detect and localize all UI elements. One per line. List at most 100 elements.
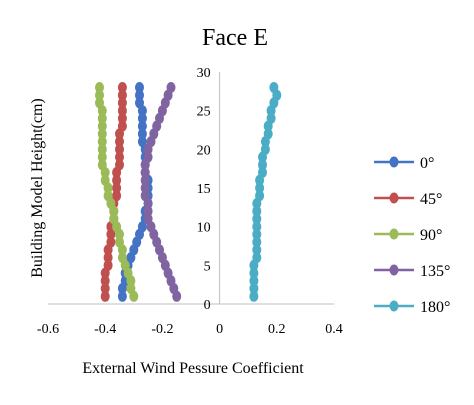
series-2 bbox=[95, 82, 139, 302]
legend-marker bbox=[389, 228, 399, 240]
legend-label: 90° bbox=[420, 227, 442, 244]
data-point bbox=[97, 136, 107, 148]
data-point bbox=[137, 120, 147, 132]
data-point bbox=[97, 120, 107, 132]
legend-item: 45° bbox=[374, 191, 442, 208]
data-point bbox=[140, 167, 150, 178]
legend-label: 45° bbox=[420, 191, 442, 208]
data-point bbox=[103, 190, 113, 202]
data-point bbox=[103, 259, 113, 271]
x-tick-label: -0.6 bbox=[37, 322, 59, 337]
data-point bbox=[117, 290, 127, 302]
x-tick-label: -0.2 bbox=[151, 322, 173, 337]
legend-marker bbox=[389, 156, 399, 168]
data-point bbox=[112, 174, 122, 186]
data-point bbox=[117, 252, 127, 264]
data-point bbox=[140, 174, 150, 186]
legend-label: 135° bbox=[420, 263, 450, 280]
y-tick-label: 30 bbox=[197, 66, 211, 81]
data-point bbox=[269, 82, 279, 93]
data-point bbox=[252, 244, 262, 256]
data-point bbox=[140, 182, 150, 194]
data-point bbox=[166, 82, 176, 93]
data-point bbox=[117, 97, 127, 109]
data-point bbox=[115, 151, 124, 163]
x-tick-label: -0.4 bbox=[94, 322, 116, 337]
data-point bbox=[263, 128, 273, 140]
data-point bbox=[109, 213, 119, 225]
data-point bbox=[95, 89, 104, 101]
data-point bbox=[112, 190, 122, 202]
data-point bbox=[112, 182, 122, 194]
x-tick-labels: -0.6 -0.4 -0.2 0 0.2 0.4 bbox=[37, 322, 343, 337]
y-tick-label: 15 bbox=[197, 182, 211, 197]
data-point bbox=[252, 228, 262, 240]
data-point bbox=[115, 236, 124, 248]
data-point bbox=[266, 112, 276, 124]
data-point bbox=[258, 159, 267, 171]
y-tick-labels: 0 5 10 15 20 25 30 bbox=[197, 66, 211, 313]
y-tick-label: 0 bbox=[204, 298, 211, 313]
data-point bbox=[97, 151, 107, 163]
data-point bbox=[252, 205, 262, 217]
y-tick-label: 25 bbox=[197, 105, 211, 120]
data-point bbox=[135, 82, 144, 93]
legend-label: 0° bbox=[420, 155, 434, 172]
data-point bbox=[137, 112, 147, 124]
data-point bbox=[95, 97, 104, 109]
y-axis-label: Building Model Height(cm) bbox=[29, 98, 46, 278]
legend-item: 180° bbox=[374, 299, 450, 316]
data-point bbox=[117, 112, 127, 124]
x-tick-label: 0.2 bbox=[268, 322, 286, 337]
data-point bbox=[255, 182, 265, 194]
data-point bbox=[143, 205, 153, 217]
data-point bbox=[143, 213, 153, 225]
axes bbox=[48, 72, 334, 305]
y-tick-label: 20 bbox=[197, 143, 211, 158]
data-point bbox=[106, 228, 116, 240]
data-point bbox=[252, 213, 262, 225]
data-point bbox=[258, 167, 267, 178]
legend-item: 0° bbox=[374, 155, 434, 172]
data-point bbox=[249, 267, 259, 279]
x-tick-label: 0 bbox=[216, 322, 223, 337]
data-point bbox=[255, 190, 265, 202]
x-tick-label: 0.4 bbox=[325, 322, 343, 337]
data-point bbox=[100, 275, 110, 287]
data-point bbox=[117, 82, 127, 93]
chart-title: Face E bbox=[202, 25, 268, 51]
data-point bbox=[117, 89, 127, 101]
data-point bbox=[103, 252, 113, 264]
data-point bbox=[252, 221, 262, 233]
data-point bbox=[252, 236, 262, 248]
data-point bbox=[117, 105, 127, 117]
legend-marker bbox=[389, 192, 399, 204]
x-axis-label: External Wind Pessure Coefficient bbox=[82, 360, 304, 377]
data-point bbox=[100, 290, 110, 302]
plot-area bbox=[95, 82, 282, 302]
series-4 bbox=[249, 82, 282, 302]
y-tick-label: 10 bbox=[197, 221, 211, 236]
data-point bbox=[115, 136, 124, 148]
data-point bbox=[117, 120, 127, 132]
data-point bbox=[97, 159, 107, 171]
legend-label: 180° bbox=[420, 299, 450, 316]
data-point bbox=[100, 174, 110, 186]
legend-marker bbox=[389, 300, 399, 312]
legend-item: 90° bbox=[374, 227, 442, 244]
data-point bbox=[135, 97, 144, 109]
data-point bbox=[95, 82, 104, 93]
data-point bbox=[249, 275, 259, 287]
y-tick-label: 5 bbox=[204, 259, 211, 274]
data-point bbox=[97, 128, 107, 140]
data-point bbox=[97, 112, 107, 124]
data-point bbox=[115, 143, 124, 155]
data-point bbox=[137, 128, 147, 140]
legend: 0° 45° 90° 135° 180° bbox=[374, 155, 450, 316]
data-point bbox=[252, 252, 262, 264]
data-point bbox=[249, 283, 259, 294]
data-point bbox=[100, 283, 110, 294]
data-point bbox=[135, 89, 144, 101]
legend-item: 135° bbox=[374, 263, 450, 280]
